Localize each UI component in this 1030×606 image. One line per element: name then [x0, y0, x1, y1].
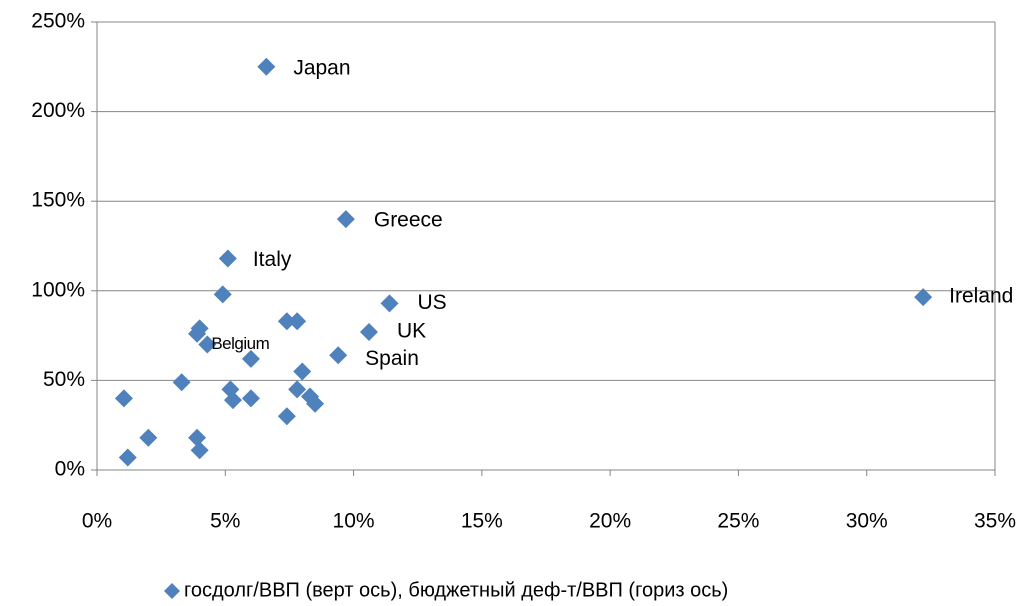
scatter-point: [218, 249, 237, 268]
y-tick-label: 250%: [31, 10, 85, 33]
x-tick-label: 15%: [461, 510, 503, 533]
scatter-point: [241, 389, 260, 408]
x-tick-label: 5%: [210, 510, 240, 533]
x-tick-label: 20%: [589, 510, 631, 533]
scatter-point: [293, 362, 312, 381]
y-tick-label: 50%: [43, 368, 85, 391]
scatter-point: [114, 389, 133, 408]
scatter-point: [277, 312, 296, 331]
scatter-point: [213, 285, 232, 304]
scatter-point: [190, 441, 209, 460]
scatter-point: [359, 323, 378, 342]
point-label: Greece: [374, 209, 443, 232]
scatter-point: [306, 394, 325, 413]
scatter-point: [198, 335, 217, 354]
x-tick-label: 30%: [846, 510, 888, 533]
point-label: Belgium: [211, 334, 269, 353]
x-tick-label: 0%: [82, 510, 112, 533]
scatter-point: [223, 391, 242, 410]
point-label: Italy: [253, 248, 292, 271]
scatter-point: [257, 57, 276, 76]
y-tick-label: 200%: [31, 99, 85, 122]
scatter-point: [118, 448, 137, 467]
point-label: Japan: [293, 56, 350, 79]
legend-marker: [164, 583, 180, 599]
x-tick-label: 25%: [717, 510, 759, 533]
scatter-point: [172, 373, 191, 392]
scatter-point: [188, 428, 207, 447]
scatter-point: [914, 288, 933, 307]
y-tick-label: 0%: [55, 458, 85, 481]
scatter-point: [329, 346, 348, 365]
x-tick-label: 10%: [333, 510, 375, 533]
point-label: UK: [397, 320, 426, 343]
scatter-point: [139, 428, 158, 447]
scatter-point: [288, 312, 307, 331]
point-label: US: [417, 291, 446, 314]
point-label: Ireland: [949, 285, 1013, 308]
y-tick-label: 150%: [31, 189, 85, 212]
x-tick-label: 35%: [974, 510, 1016, 533]
y-tick-label: 100%: [31, 278, 85, 301]
point-label: Spain: [365, 347, 419, 370]
scatter-point: [336, 210, 355, 229]
scatter-point: [241, 349, 260, 368]
scatter-point: [288, 380, 307, 399]
legend-label: госдолг/ВВП (верт ось), бюджетный деф-т/…: [184, 579, 728, 601]
scatter-point: [277, 407, 296, 426]
scatter-point: [190, 319, 209, 338]
scatter-point: [380, 294, 399, 313]
